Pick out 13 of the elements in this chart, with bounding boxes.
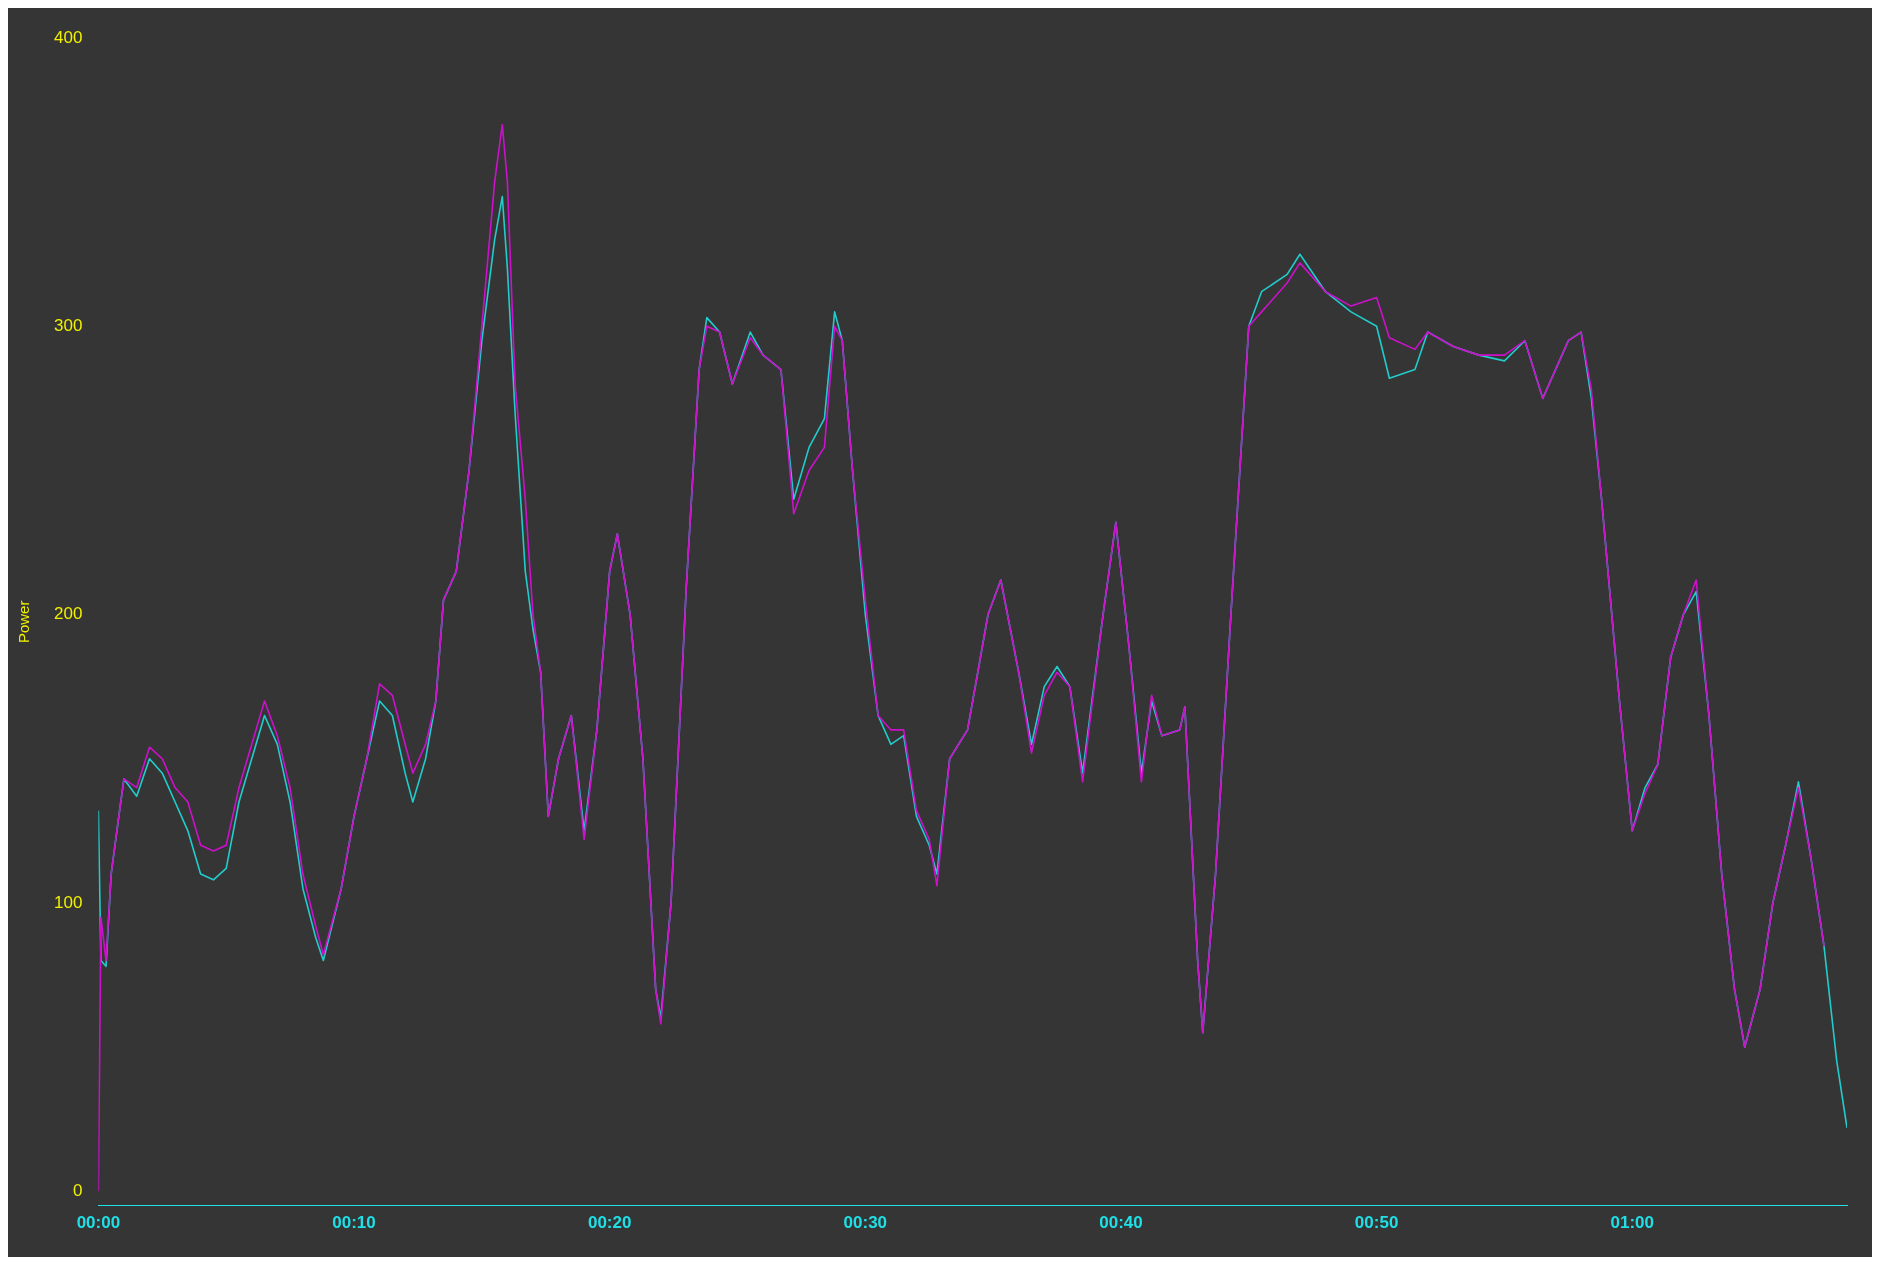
- x-tick-label: 00:10: [332, 1213, 376, 1233]
- x-tick-label: 00:20: [587, 1213, 632, 1233]
- x-tick-label: 00:00: [76, 1213, 121, 1233]
- y-tick-label: 100: [53, 892, 83, 912]
- y-tick-label: 300: [53, 315, 83, 335]
- y-axis-title: Power: [15, 600, 33, 644]
- x-tick-label: 00:40: [1099, 1213, 1143, 1233]
- x-tick-label: 01:00: [1610, 1213, 1654, 1233]
- x-tick-label: 00:50: [1354, 1213, 1399, 1233]
- y-tick-label: 400: [53, 27, 83, 47]
- y-tick-label: 200: [53, 604, 83, 624]
- y-tick-label: 0: [72, 1180, 83, 1200]
- x-tick-label: 00:30: [843, 1213, 888, 1233]
